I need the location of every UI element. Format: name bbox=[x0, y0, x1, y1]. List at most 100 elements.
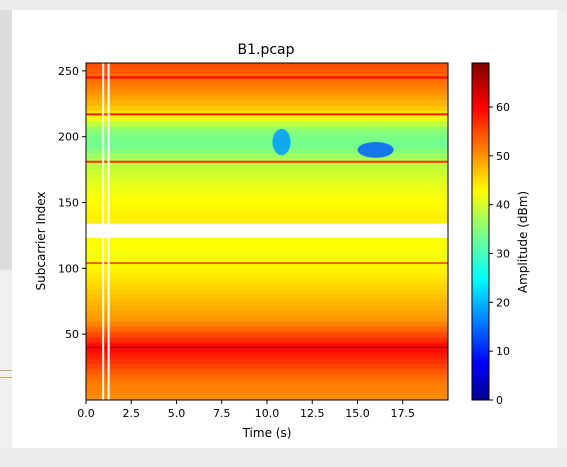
x-tick-label: 5.0 bbox=[168, 407, 186, 420]
colorbar-tick-label: 0 bbox=[496, 394, 503, 407]
y-tick-label: 150 bbox=[58, 197, 79, 210]
heatmap-band bbox=[86, 326, 448, 333]
heatmap-chart: B1.pcap 0.0 2.5 5.0 7.5 10.0 12.5 15.0 17.5 50 1… bbox=[34, 42, 530, 440]
colorbar-axis: 0 10 20 30 40 50 60 bbox=[489, 101, 510, 407]
left-divider bbox=[0, 370, 12, 371]
heatmap-band bbox=[86, 115, 448, 122]
heatmap-band bbox=[86, 189, 448, 196]
heatmap-band bbox=[86, 357, 448, 364]
heatmap-hot-line bbox=[86, 113, 448, 116]
heatmap-band bbox=[86, 347, 448, 354]
heatmap-band bbox=[86, 120, 448, 127]
heatmap-band bbox=[86, 384, 448, 390]
x-axis: 0.0 2.5 5.0 7.5 10.0 12.5 15.0 17.5 bbox=[77, 400, 415, 420]
chart-title: B1.pcap bbox=[237, 42, 294, 58]
x-axis-label: Time (s) bbox=[242, 426, 292, 440]
heatmap-band bbox=[86, 173, 448, 180]
y-tick-label: 250 bbox=[58, 65, 79, 78]
y-axis-label: Subcarrier Index bbox=[34, 192, 48, 291]
colorbar-tick-label: 60 bbox=[496, 101, 510, 114]
heatmap-band bbox=[86, 373, 448, 380]
heatmap-band bbox=[86, 342, 448, 348]
heatmap-band bbox=[86, 263, 448, 269]
x-tick-label: 0.0 bbox=[77, 407, 95, 420]
y-axis: 50 100 150 200 250 bbox=[58, 65, 86, 341]
heatmap-band bbox=[86, 336, 448, 343]
heatmap-band bbox=[86, 210, 448, 217]
heatmap-dip bbox=[272, 128, 291, 156]
heatmap-band bbox=[86, 394, 448, 401]
colorbar-label: Amplitude (dBm) bbox=[516, 191, 530, 293]
heatmap-band bbox=[86, 136, 448, 143]
heatmap-band bbox=[86, 257, 448, 264]
heatmap-band bbox=[86, 305, 448, 311]
heatmap-band bbox=[86, 194, 448, 201]
heatmap-hot-line bbox=[86, 262, 448, 265]
heatmap-band bbox=[86, 389, 448, 396]
heatmap-band bbox=[86, 68, 448, 75]
x-tick-label: 12.5 bbox=[300, 407, 325, 420]
y-tick-label: 200 bbox=[58, 131, 79, 144]
heatmap-band bbox=[86, 110, 448, 117]
heatmap-band bbox=[86, 73, 448, 80]
heatmap-hot-line bbox=[86, 160, 448, 163]
heatmap-band bbox=[86, 205, 448, 211]
x-tick-label: 7.5 bbox=[213, 407, 231, 420]
heatmap-band bbox=[86, 141, 448, 148]
window-bottom-bar bbox=[0, 448, 567, 467]
window-top-bar bbox=[0, 0, 567, 10]
colorbar-tick-label: 20 bbox=[496, 296, 510, 309]
heatmap-band bbox=[86, 252, 448, 259]
colorbar-tick-label: 50 bbox=[496, 150, 510, 163]
heatmap-hot-line bbox=[86, 346, 448, 349]
heatmap-band bbox=[86, 289, 448, 296]
heatmap-band bbox=[86, 299, 448, 306]
heatmap-band bbox=[86, 315, 448, 322]
heatmap-band bbox=[86, 199, 448, 206]
heatmap-band bbox=[86, 268, 448, 275]
heatmap-band bbox=[86, 94, 448, 101]
heatmap-band bbox=[86, 147, 448, 154]
heatmap-band bbox=[86, 284, 448, 290]
heatmap-dip bbox=[357, 141, 394, 158]
colorbar-tick-label: 10 bbox=[496, 345, 510, 358]
heatmap-band bbox=[86, 310, 448, 317]
heatmap-band bbox=[86, 168, 448, 175]
heatmap-band bbox=[86, 184, 448, 190]
heatmap-band bbox=[86, 321, 448, 327]
heatmap-band bbox=[86, 215, 448, 222]
heatmap-band bbox=[86, 105, 448, 111]
no-data-band bbox=[86, 223, 448, 239]
heatmap-band bbox=[86, 126, 448, 132]
x-tick-label: 17.5 bbox=[391, 407, 416, 420]
heatmap-plot-area bbox=[86, 63, 448, 401]
heatmap-band bbox=[86, 331, 448, 338]
x-tick-label: 2.5 bbox=[123, 407, 141, 420]
x-tick-label: 10.0 bbox=[255, 407, 280, 420]
heatmap-band bbox=[86, 131, 448, 138]
colorbar-tick-label: 40 bbox=[496, 199, 510, 212]
heatmap-band bbox=[86, 178, 448, 185]
heatmap-band bbox=[86, 242, 448, 248]
x-tick-label: 15.0 bbox=[345, 407, 370, 420]
no-data-column bbox=[107, 63, 110, 400]
heatmap-band bbox=[86, 157, 448, 164]
heatmap-band bbox=[86, 368, 448, 375]
heatmap-band bbox=[86, 247, 448, 254]
heatmap-band bbox=[86, 78, 448, 85]
heatmap-band bbox=[86, 363, 448, 369]
figure-canvas: B1.pcap 0.0 2.5 5.0 7.5 10.0 12.5 15.0 17.5 50 1… bbox=[12, 10, 557, 448]
heatmap-band bbox=[86, 273, 448, 280]
heatmap-band bbox=[86, 352, 448, 359]
heatmap-hot-line bbox=[86, 76, 448, 79]
colorbar-tick-label: 30 bbox=[496, 247, 510, 260]
heatmap-band bbox=[86, 236, 448, 243]
heatmap-band bbox=[86, 278, 448, 285]
heatmap-band bbox=[86, 99, 448, 106]
colorbar bbox=[471, 62, 490, 401]
heatmap-band bbox=[86, 294, 448, 301]
no-data-column bbox=[102, 63, 105, 400]
heatmap-band bbox=[86, 84, 448, 90]
heatmap-band bbox=[86, 152, 448, 159]
y-tick-label: 50 bbox=[65, 328, 79, 341]
